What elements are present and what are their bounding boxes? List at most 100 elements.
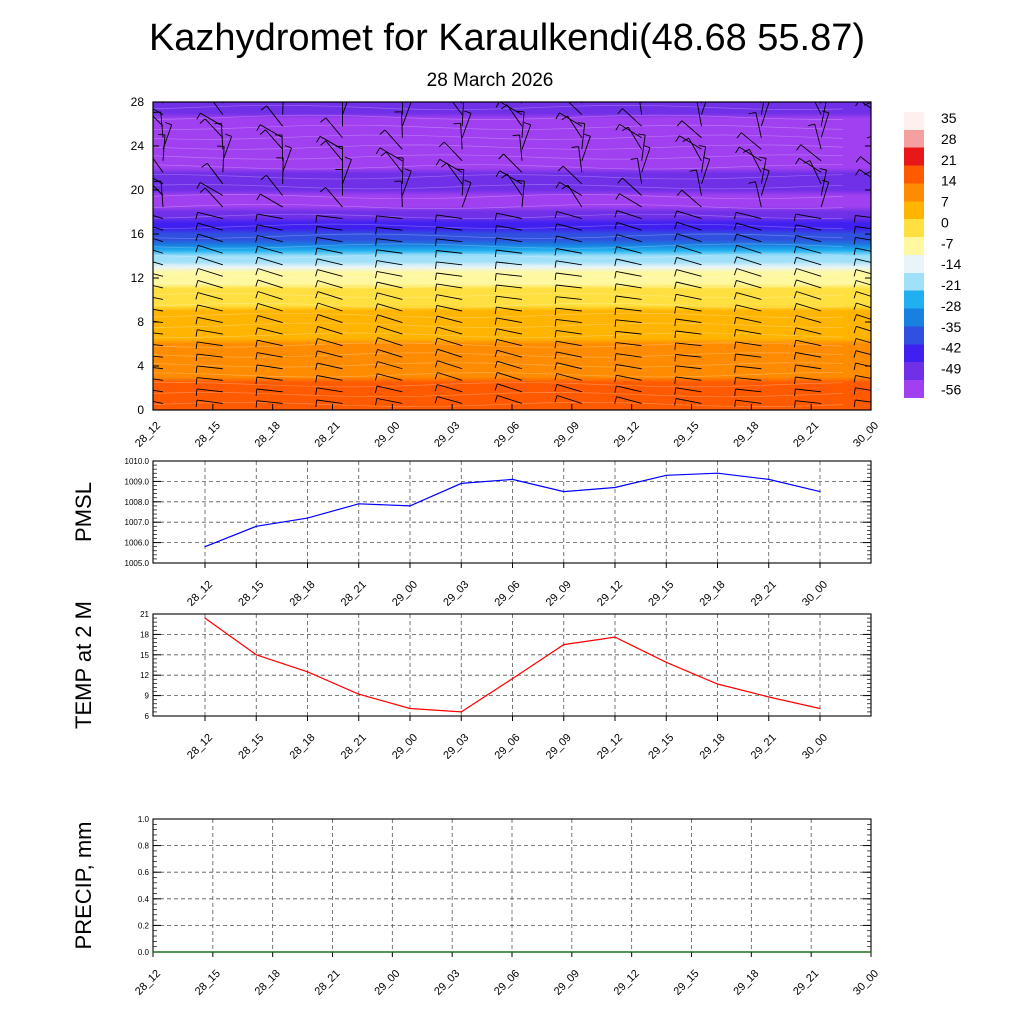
data-point <box>306 517 309 519</box>
wind-barb <box>255 364 283 372</box>
wind-barb <box>434 326 463 335</box>
wind-barb <box>282 102 284 115</box>
wind-barb <box>734 388 762 396</box>
wind-barb <box>793 352 822 360</box>
wind-barb <box>461 102 464 127</box>
wind-barb <box>153 285 164 289</box>
data-point <box>563 644 565 646</box>
wind-barb <box>793 302 822 312</box>
wind-barb <box>195 256 223 266</box>
wind-barb <box>375 226 403 235</box>
wind-barb <box>674 269 702 277</box>
wind-barb <box>494 306 523 315</box>
wind-barb <box>734 365 762 373</box>
wind-barb <box>617 177 642 196</box>
wind-barb <box>853 226 871 234</box>
wind-barb <box>195 211 223 220</box>
wind-barb <box>315 269 343 277</box>
wind-barb <box>674 318 702 326</box>
wind-barb <box>394 180 403 208</box>
wind-barb <box>255 400 283 408</box>
wind-barb <box>498 153 523 173</box>
wind-barb <box>794 388 822 396</box>
wind-barb <box>734 316 762 325</box>
wind-barb <box>734 329 762 337</box>
wind-barb <box>153 249 164 254</box>
wind-barb <box>819 168 827 196</box>
wind-barb <box>733 292 762 300</box>
wind-barb <box>494 273 523 281</box>
wind-barb <box>674 233 702 243</box>
wind-barb <box>794 400 822 408</box>
wind-barb <box>814 102 822 115</box>
wind-barb <box>162 122 173 150</box>
wind-barb <box>434 294 463 302</box>
wind-barb <box>320 117 343 139</box>
wind-barb <box>158 133 166 161</box>
wind-barb <box>195 377 223 385</box>
wind-barb <box>674 244 702 254</box>
wind-barb <box>853 258 871 266</box>
wind-barb <box>614 283 642 291</box>
wind-barb <box>494 349 523 358</box>
wind-barb <box>199 118 224 139</box>
wind-barb <box>614 396 642 404</box>
wind-barb <box>748 111 762 138</box>
wind-barb <box>153 115 164 127</box>
y-tick-label: 15 <box>140 651 149 660</box>
data-point <box>614 486 616 489</box>
wind-barb <box>796 144 822 162</box>
wind-barb <box>855 102 871 109</box>
wind-barb <box>434 384 463 393</box>
panel-frame <box>152 460 872 564</box>
wind-barb <box>374 303 403 312</box>
data-point <box>409 707 411 710</box>
wind-barb <box>255 279 283 289</box>
wind-barb <box>494 284 523 293</box>
wind-barb <box>614 270 642 279</box>
wind-barb <box>554 351 582 359</box>
wind-barb <box>554 211 582 220</box>
wind-barb <box>153 389 164 393</box>
wind-barb <box>517 180 525 208</box>
y-tick-label: 12 <box>140 671 149 680</box>
wind-barb <box>733 222 762 231</box>
wind-barb <box>153 367 164 370</box>
wind-barb <box>554 373 582 381</box>
y-tick-label: 1009.0 <box>125 477 150 486</box>
wind-barb <box>375 260 403 268</box>
wind-barb <box>733 233 762 243</box>
wind-barb <box>153 273 164 277</box>
wind-barb <box>153 355 164 358</box>
wind-barb <box>675 135 702 150</box>
wind-barb <box>315 236 343 245</box>
wind-barb <box>614 330 642 339</box>
wind-barb <box>434 348 463 358</box>
wind-barb <box>512 134 523 161</box>
wind-barb <box>734 341 762 349</box>
wind-barb <box>316 135 343 150</box>
data-point <box>665 661 667 663</box>
wind-barb <box>374 385 403 394</box>
wind-barb <box>195 279 223 289</box>
wind-barb <box>855 169 871 178</box>
wind-barb <box>315 375 343 383</box>
wind-barb <box>614 234 642 243</box>
wind-barb <box>554 383 582 393</box>
wind-barb <box>374 281 403 290</box>
y-tick-label: 0.6 <box>138 868 150 877</box>
wind-barb <box>195 292 223 300</box>
colorbar-label: -49 <box>941 361 961 377</box>
wind-barb <box>735 146 762 162</box>
wind-barb <box>494 212 523 221</box>
wind-barb <box>866 136 871 139</box>
wind-barb <box>615 123 642 139</box>
wind-barb <box>153 308 164 312</box>
data-point <box>409 505 411 507</box>
data-point <box>272 951 274 953</box>
wind-barb <box>461 179 472 208</box>
wind-barb <box>807 123 822 150</box>
wind-barb <box>255 245 283 254</box>
wind-barb <box>494 383 523 393</box>
wind-barb <box>853 236 871 245</box>
